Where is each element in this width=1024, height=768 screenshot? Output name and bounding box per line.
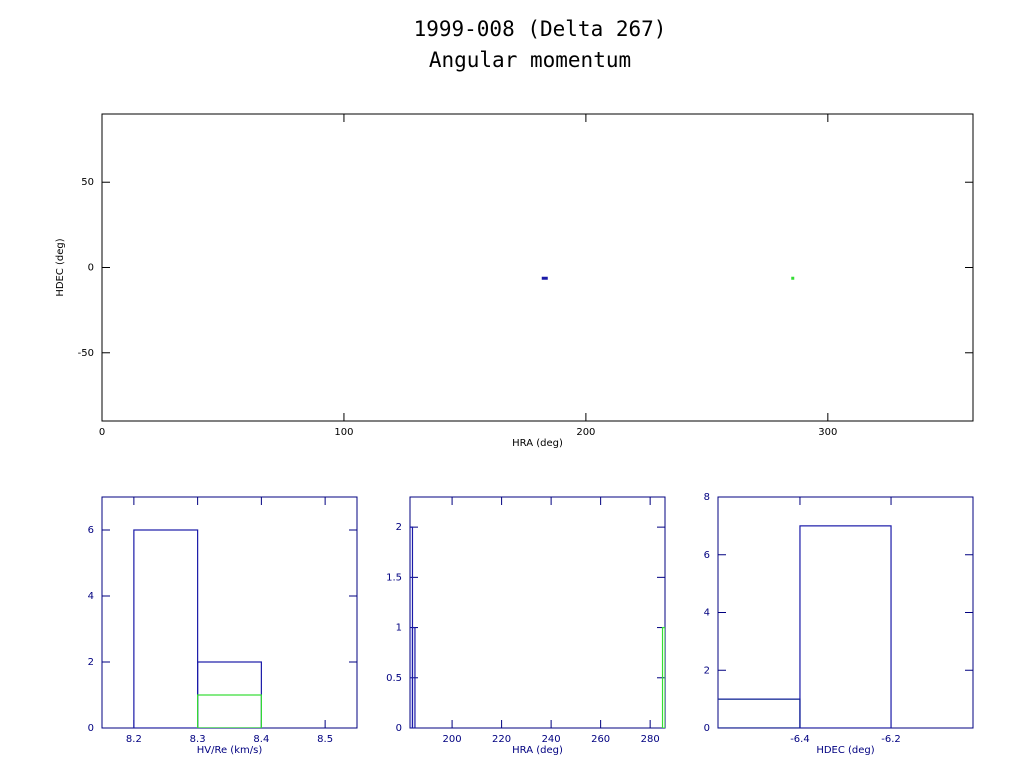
y-tick-label: 4 (88, 591, 94, 602)
x-tick-label: 300 (818, 427, 837, 438)
plot-frame (717, 496, 974, 729)
x-axis-label: HRA (deg) (512, 438, 563, 449)
x-tick-label: 200 (576, 427, 595, 438)
x-axis-label: HRA (deg) (512, 745, 563, 756)
histogram-bin (197, 694, 262, 728)
x-tick-label: -6.2 (881, 734, 901, 745)
histogram-bin (133, 529, 199, 728)
plot-frame (101, 113, 974, 422)
point (541, 276, 548, 280)
x-tick-label: -6.4 (790, 734, 810, 745)
histogram-bin (718, 698, 801, 728)
y-tick-label: 0 (704, 723, 710, 734)
y-tick-label: 6 (704, 550, 710, 561)
chart-title: 1999-008 (Delta 267) (414, 17, 667, 41)
y-tick-label: 2 (396, 522, 402, 533)
x-tick-label: 200 (443, 734, 462, 745)
y-tick-label: 0 (88, 723, 94, 734)
x-tick-label: 8.3 (190, 734, 206, 745)
y-tick-label: 0.5 (386, 673, 402, 684)
y-tick-label: 0 (396, 723, 402, 734)
x-tick-label: 0 (99, 427, 105, 438)
point (791, 276, 795, 280)
chart-subtitle: Angular momentum (429, 48, 631, 72)
y-tick-label: 1.5 (386, 572, 402, 583)
y-tick-label: 2 (704, 665, 710, 676)
x-tick-label: 220 (492, 734, 511, 745)
x-axis-label: HDEC (deg) (816, 745, 874, 756)
y-tick-label: 0 (88, 263, 94, 274)
x-tick-label: 8.5 (317, 734, 333, 745)
y-tick-label: 1 (396, 623, 402, 634)
y-tick-label: 2 (88, 657, 94, 668)
y-axis-label: HDEC (deg) (55, 238, 66, 296)
x-tick-label: 240 (542, 734, 561, 745)
x-tick-label: 260 (591, 734, 610, 745)
y-tick-label: 8 (704, 492, 710, 503)
y-tick-label: 6 (88, 525, 94, 536)
histogram-bin (661, 626, 665, 728)
x-tick-label: 8.2 (126, 734, 142, 745)
y-tick-label: 4 (704, 608, 710, 619)
x-axis-label: HV/Re (km/s) (197, 745, 263, 756)
y-tick-label: -50 (78, 348, 94, 359)
x-tick-label: 8.4 (253, 734, 269, 745)
x-tick-label: 280 (641, 734, 660, 745)
histogram-bin (799, 525, 892, 728)
histogram-bin (411, 626, 416, 728)
y-tick-label: 50 (81, 177, 94, 188)
x-tick-label: 100 (334, 427, 353, 438)
plot-frame (409, 496, 666, 729)
plot-frame (101, 496, 358, 729)
histogram-bin (718, 698, 801, 728)
